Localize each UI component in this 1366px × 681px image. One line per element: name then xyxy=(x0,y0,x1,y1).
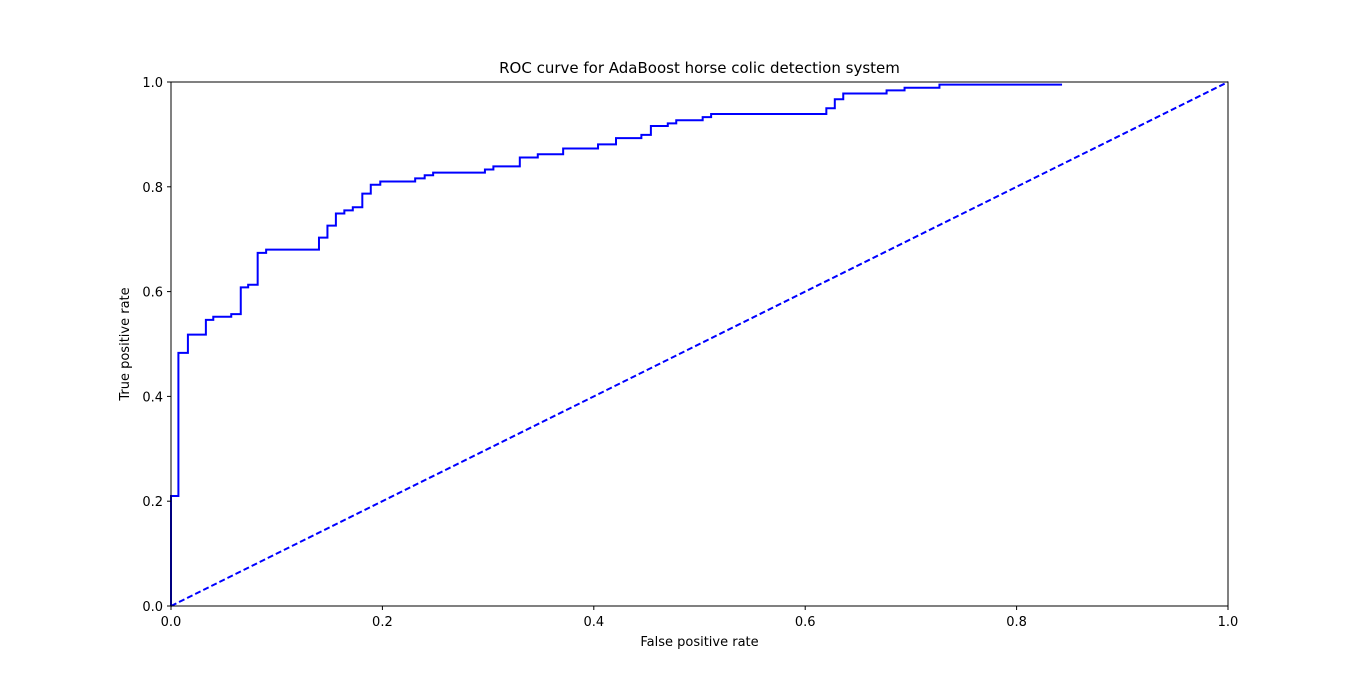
x-tick-label: 0.8 xyxy=(1006,615,1027,630)
axes-frame xyxy=(170,81,1229,607)
axis-ticks: 0.0 0.2 0.4 0.6 0.8 1.0 0.0 0.2 0.4 0.6 0.8 1.0 xyxy=(142,76,1238,630)
y-axis-label: True positive rate xyxy=(118,287,133,401)
x-tick-label: 0.2 xyxy=(372,615,393,630)
y-tick-label: 0.8 xyxy=(142,181,163,196)
chart-title: ROC curve for AdaBoost horse colic detec… xyxy=(499,59,900,77)
roc-curve-line xyxy=(170,83,1063,606)
y-tick-label: 0.2 xyxy=(142,495,163,510)
y-tick-label: 0.0 xyxy=(142,600,163,615)
chance-diagonal-line xyxy=(170,81,1229,607)
x-axis-label: False positive rate xyxy=(640,635,758,650)
x-tick-label: 1.0 xyxy=(1218,615,1239,630)
y-tick-label: 0.4 xyxy=(142,390,163,405)
x-tick-label: 0.6 xyxy=(795,615,816,630)
x-tick-label: 0.0 xyxy=(161,615,182,630)
plot-lines xyxy=(170,81,1229,607)
x-tick-label: 0.4 xyxy=(583,615,604,630)
y-tick-label: 0.6 xyxy=(142,286,163,301)
y-tick-label: 1.0 xyxy=(142,76,163,91)
